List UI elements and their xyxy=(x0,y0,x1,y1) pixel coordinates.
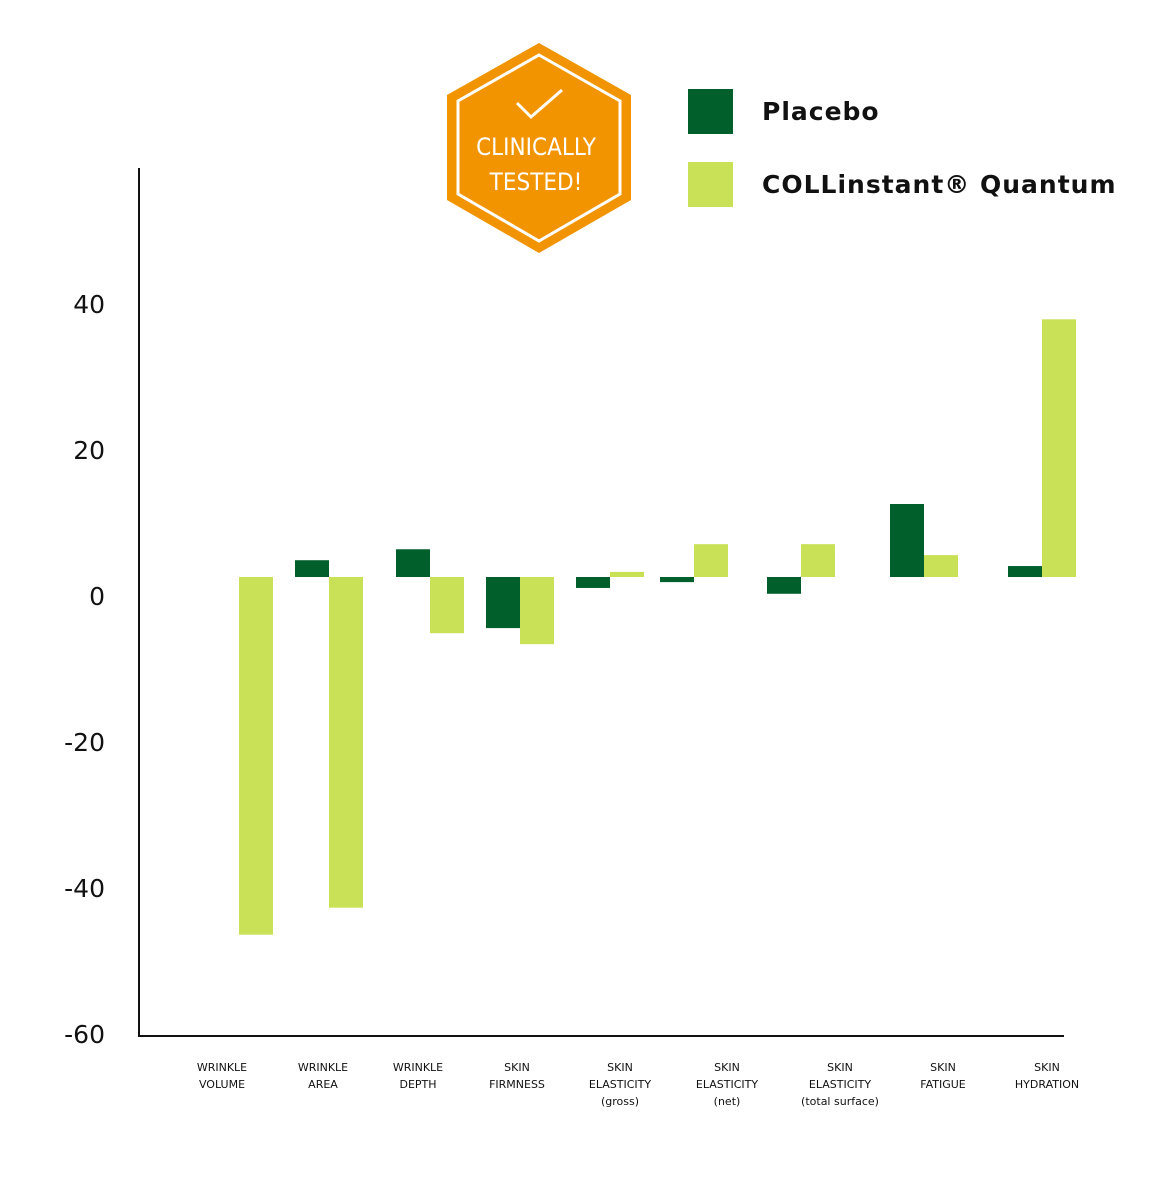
bar-collinstant-4 xyxy=(610,571,644,577)
badge-line2: TESTED! xyxy=(489,168,583,196)
y-tick-label: -20 xyxy=(64,728,105,757)
x-category-label: AREA xyxy=(308,1078,338,1091)
bar-placebo-8 xyxy=(1008,566,1042,577)
x-category-label: FIRMNESS xyxy=(489,1078,545,1091)
bar-placebo-6 xyxy=(767,577,801,594)
bar-collinstant-1 xyxy=(329,577,363,908)
x-category-label: SKIN xyxy=(1034,1061,1060,1074)
bar-placebo-1 xyxy=(295,560,329,577)
x-category-label: (net) xyxy=(714,1095,741,1108)
x-category-label: ELASTICITY xyxy=(696,1078,758,1091)
bar-placebo-3 xyxy=(486,577,520,629)
badge-line1: CLINICALLY xyxy=(476,133,597,161)
clinically-tested-badge: CLINICALLY TESTED! xyxy=(447,43,631,253)
bar-placebo-2 xyxy=(396,549,430,577)
y-tick-label: 20 xyxy=(73,436,105,465)
x-category-label: ELASTICITY xyxy=(589,1078,651,1091)
bar-collinstant-2 xyxy=(430,577,464,634)
x-category-label: (gross) xyxy=(601,1095,639,1108)
legend-label-placebo: Placebo xyxy=(762,97,880,126)
x-category-label: DEPTH xyxy=(399,1078,436,1091)
legend-item-collinstant: COLLinstant® Quantum xyxy=(688,162,1117,207)
x-category-label: ELASTICITY xyxy=(809,1078,871,1091)
y-tick-label: -60 xyxy=(64,1020,105,1049)
bar-placebo-4 xyxy=(576,577,610,588)
legend-label-collinstant: COLLinstant® Quantum xyxy=(762,170,1117,199)
x-category-label: SKIN xyxy=(827,1061,853,1074)
legend-swatch-placebo xyxy=(688,89,733,134)
bar-collinstant-8 xyxy=(1042,319,1076,577)
bar-collinstant-3 xyxy=(520,577,554,645)
checkmark-icon xyxy=(515,88,563,120)
x-category-label: (total surface) xyxy=(801,1095,879,1108)
y-tick-label: 40 xyxy=(73,290,105,319)
x-category-label: FATIGUE xyxy=(920,1078,966,1091)
x-category-label: SKIN xyxy=(930,1061,956,1074)
y-tick-label: -40 xyxy=(64,874,105,903)
x-category-label: WRINKLE xyxy=(197,1061,247,1074)
bar-collinstant-5 xyxy=(694,544,728,577)
bar-collinstant-7 xyxy=(924,555,958,577)
x-category-label: VOLUME xyxy=(199,1078,245,1091)
x-category-label: HYDRATION xyxy=(1015,1078,1079,1091)
x-category-label: WRINKLE xyxy=(393,1061,443,1074)
bar-collinstant-6 xyxy=(801,544,835,577)
bar-placebo-7 xyxy=(890,504,924,577)
x-category-label: SKIN xyxy=(504,1061,530,1074)
legend-swatch-collinstant xyxy=(688,162,733,207)
y-tick-label: 0 xyxy=(89,582,105,611)
x-category-label: SKIN xyxy=(607,1061,633,1074)
bar-collinstant-0 xyxy=(239,577,273,935)
bar-placebo-5 xyxy=(660,577,694,583)
x-category-label: WRINKLE xyxy=(298,1061,348,1074)
legend-item-placebo: Placebo xyxy=(688,89,880,134)
x-category-label: SKIN xyxy=(714,1061,740,1074)
